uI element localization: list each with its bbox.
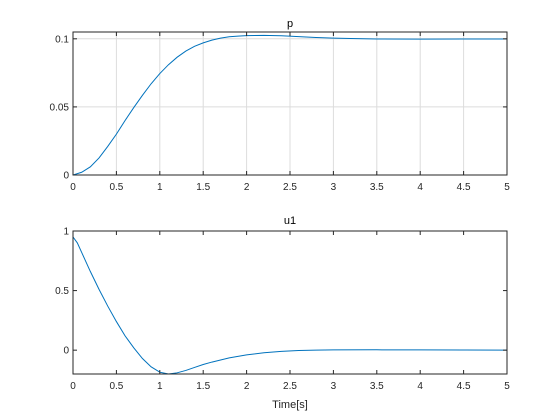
p-xtick-label-0: 0 [70,182,76,193]
u1-series-line-0 [73,236,507,374]
u1-xtick-label-5: 2.5 [283,381,297,392]
p-ytick-label-1: 0.05 [50,102,70,113]
subplot-u1-ticks: 0 0.5 1 1.5 2 2.5 3 3.5 4 4.5 5 0 0.5 1 [55,227,510,393]
subplot-p-title: p [287,18,293,30]
p-xtick-label-2: 1 [157,182,163,193]
u1-xtick-label-1: 0.5 [109,381,123,392]
u1-xtick-label-0: 0 [70,381,76,392]
subplot-p: p 0 0.5 1 1.5 2 2.5 3 3.5 4 4.5 5 0 0.05 0.1 [50,18,511,193]
p-xtick-label-1: 0.5 [109,182,123,193]
p-xtick-label-8: 4 [417,182,423,193]
subplot-u1-series [73,236,507,374]
p-xtick-label-3: 1.5 [196,182,210,193]
u1-xtick-label-3: 1.5 [196,381,210,392]
p-series-line-0 [73,34,507,175]
u1-xtick-label-6: 3 [331,381,337,392]
u1-xtick-label-8: 4 [417,381,423,392]
p-xtick-label-4: 2 [244,182,250,193]
p-xtick-label-10: 5 [504,182,510,193]
u1-xtick-label-9: 4.5 [457,381,471,392]
p-xtick-label-9: 4.5 [457,182,471,193]
p-xtick-label-7: 3.5 [370,182,384,193]
u1-xtick-label-10: 5 [504,381,510,392]
subplot-u1: u1 0 0.5 1 1.5 2 2.5 3 3.5 4 4.5 5 0 0.5 1 Time[s] [55,215,510,411]
u1-xtick-label-7: 3.5 [370,381,384,392]
u1-xtick-label-4: 2 [244,381,250,392]
subplot-p-ticks: 0 0.5 1 1.5 2 2.5 3 3.5 4 4.5 5 0 0.05 0.1 [50,32,510,193]
p-xtick-label-5: 2.5 [283,182,297,193]
u1-ytick-label-1: 0.5 [55,286,69,297]
p-ytick-label-0: 0 [63,171,69,182]
subplot-u1-xlabel: Time[s] [272,399,308,411]
p-ytick-label-2: 0.1 [55,34,69,45]
u1-xtick-label-2: 1 [157,381,163,392]
subplot-p-series [73,34,507,175]
p-xtick-label-6: 3 [331,182,337,193]
u1-ytick-label-2: 1 [63,227,69,238]
subplot-u1-title: u1 [284,215,296,227]
u1-ytick-label-0: 0 [63,346,69,357]
